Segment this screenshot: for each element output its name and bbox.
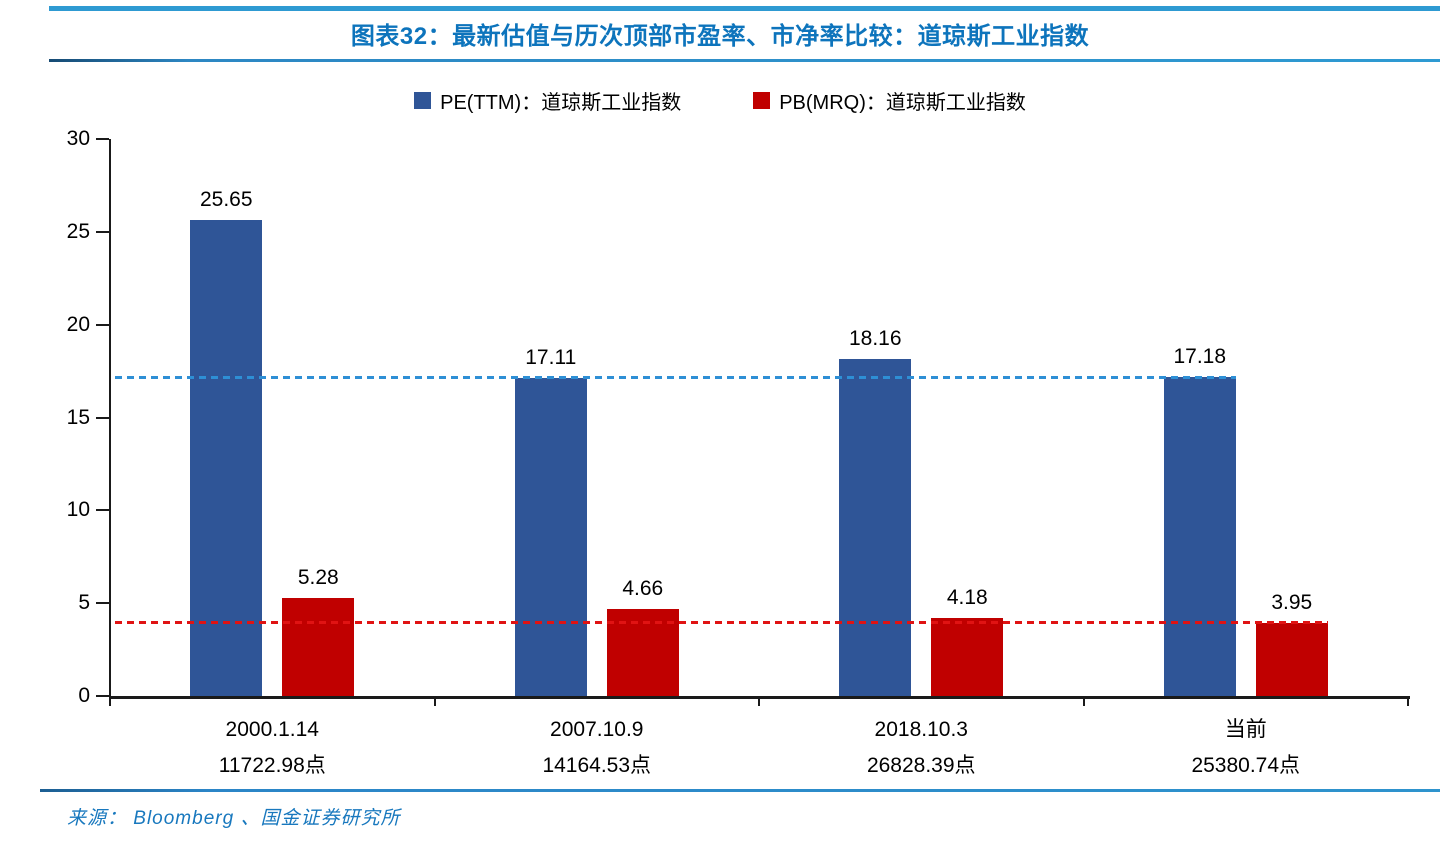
y-tick-label: 15 [66,405,90,429]
pe-bar [514,378,587,696]
x-category-label: 2000.1.14 11722.98点 [122,712,422,784]
y-axis-tick [96,602,109,605]
y-tick-label: 5 [78,591,90,615]
x-category-label: 2007.10.9 14164.53点 [447,712,747,784]
bar-value-label: 4.66 [622,577,664,601]
x-axis-tick [109,696,111,706]
legend-item-pe: PE(TTM)：道琼斯工业指数 [414,86,681,115]
y-axis-tick [96,416,109,419]
y-tick-label: 25 [66,219,90,243]
pb-bar [282,597,355,696]
y-tick-label: 20 [66,312,90,336]
chart-title: 图表32：最新估值与历次顶部市盈率、市净率比较：道琼斯工业指数 [350,23,1090,50]
pe-bar [839,358,912,696]
title-underline-rule [49,59,1440,62]
legend: PE(TTM)：道琼斯工业指数 PB(MRQ)：道琼斯工业指数 [0,86,1440,115]
bar-value-label: 4.18 [946,586,988,610]
x-category-label-line: 26828.39点 [866,754,976,777]
pb-reference-dashed-line [115,621,1328,625]
pb-bar [931,618,1004,696]
pe-legend-swatch-icon [414,92,432,109]
bar-value-label: 3.95 [1271,590,1313,614]
x-category-label: 当前 25380.74点 [1096,712,1396,784]
x-category-label: 2018.10.3 26828.39点 [771,712,1071,784]
bottom-rule [40,789,1440,792]
pe-legend-label: PE(TTM)：道琼斯工业指数 [440,92,682,114]
x-axis-tick [758,696,760,706]
x-category-label-line: 当前 [1224,718,1267,741]
x-category-label-line: 11722.98点 [218,754,326,777]
y-tick-label: 30 [66,127,90,150]
x-category-label-line: 2000.1.14 [225,718,319,741]
source-note: 来源： Bloomberg 、国金证券研究所 [67,808,401,829]
x-axis-tick [1407,696,1409,706]
y-axis-tick [96,138,109,140]
bar-value-label: 17.11 [525,346,577,370]
y-tick-label: 10 [66,498,90,522]
x-category-label-line: 2018.10.3 [874,718,968,741]
bar-value-label: 25.65 [199,187,253,211]
bar-value-label: 18.16 [848,326,902,350]
pe-bar [1163,377,1236,696]
y-axis-tick [96,695,109,697]
top-accent-rule [49,6,1440,11]
x-category-label-line: 14164.53点 [542,754,652,777]
y-axis-tick [96,509,109,512]
y-tick-label: 0 [78,684,90,707]
pb-legend-swatch-icon [753,92,771,109]
pe-reference-dashed-line [115,375,1236,379]
bar-value-label: 5.28 [297,565,339,589]
pe-bar [190,219,263,696]
x-category-label-line: 25380.74点 [1191,754,1301,777]
pb-bar [1255,622,1328,696]
x-axis-tick [433,696,436,706]
bar-value-label: 17.18 [1173,345,1227,369]
y-axis-line [108,139,111,698]
y-axis-tick [96,230,109,233]
y-axis-tick [96,323,109,326]
x-axis-tick [1082,696,1085,706]
legend-item-pb: PB(MRQ)：道琼斯工业指数 [753,86,1026,115]
pb-legend-label: PB(MRQ)：道琼斯工业指数 [779,92,1026,114]
x-category-label-line: 2007.10.9 [550,718,644,741]
